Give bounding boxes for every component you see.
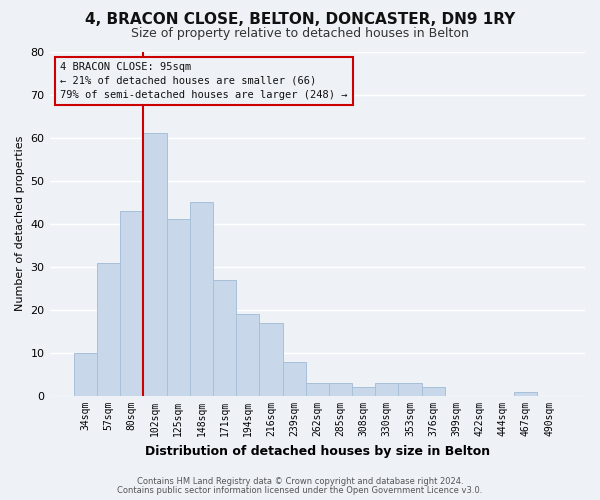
Bar	[97, 262, 120, 396]
Bar	[283, 362, 305, 396]
Bar	[398, 383, 422, 396]
Bar	[514, 392, 538, 396]
Text: 4 BRACON CLOSE: 95sqm
← 21% of detached houses are smaller (66)
79% of semi-deta: 4 BRACON CLOSE: 95sqm ← 21% of detached …	[60, 62, 348, 100]
Bar	[190, 202, 213, 396]
Bar	[120, 211, 143, 396]
Bar	[236, 314, 259, 396]
Text: Size of property relative to detached houses in Belton: Size of property relative to detached ho…	[131, 28, 469, 40]
Bar	[329, 383, 352, 396]
Y-axis label: Number of detached properties: Number of detached properties	[15, 136, 25, 312]
X-axis label: Distribution of detached houses by size in Belton: Distribution of detached houses by size …	[145, 444, 490, 458]
Bar	[213, 280, 236, 396]
Bar	[74, 353, 97, 396]
Bar	[167, 220, 190, 396]
Text: Contains HM Land Registry data © Crown copyright and database right 2024.: Contains HM Land Registry data © Crown c…	[137, 477, 463, 486]
Bar	[143, 134, 167, 396]
Bar	[422, 388, 445, 396]
Bar	[259, 323, 283, 396]
Bar	[352, 388, 375, 396]
Bar	[375, 383, 398, 396]
Text: 4, BRACON CLOSE, BELTON, DONCASTER, DN9 1RY: 4, BRACON CLOSE, BELTON, DONCASTER, DN9 …	[85, 12, 515, 28]
Text: Contains public sector information licensed under the Open Government Licence v3: Contains public sector information licen…	[118, 486, 482, 495]
Bar	[305, 383, 329, 396]
